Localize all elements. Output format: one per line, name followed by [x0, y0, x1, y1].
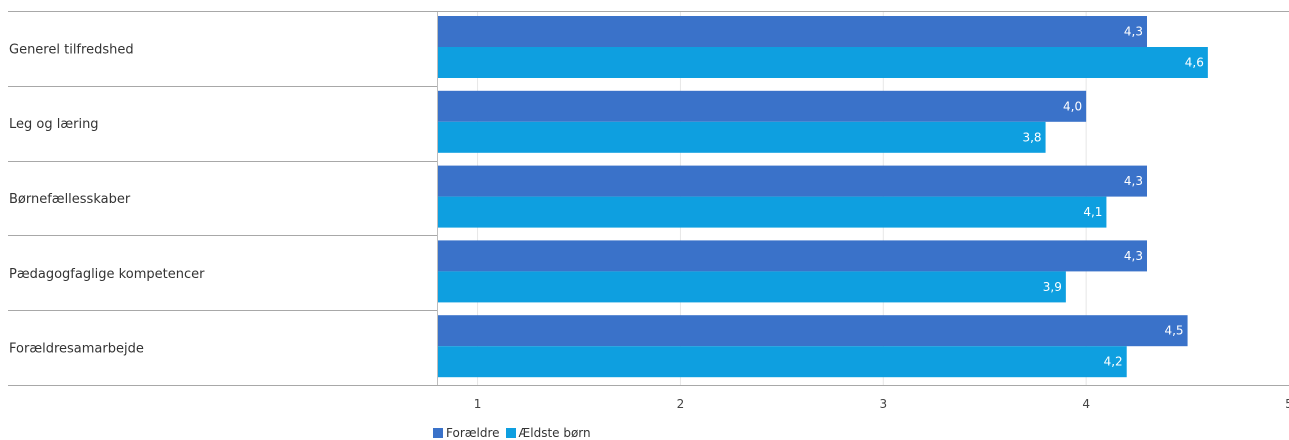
- bar-foraeldre[interactable]: [438, 315, 1188, 347]
- x-tick-label: 4: [1082, 397, 1090, 411]
- legend-item-aeldste-boern[interactable]: Ældste børn: [505, 426, 591, 440]
- data-label: 3,8: [1022, 130, 1041, 144]
- data-labels: 4,3 4,6 4,0 3,8 4,3 4,1 4,3 3,9 4,5 4,2: [1022, 25, 1203, 369]
- category-label: Generel tilfredshed: [9, 42, 134, 57]
- data-label: 4,3: [1124, 249, 1143, 263]
- bar-foraeldre[interactable]: [438, 165, 1147, 197]
- bar-aeldste-boern[interactable]: [438, 121, 1046, 153]
- data-label: 4,3: [1124, 174, 1143, 188]
- data-label: 4,5: [1164, 324, 1183, 338]
- bar-aeldste-boern[interactable]: [438, 346, 1127, 378]
- category-labels: Generel tilfredshed Leg og læring Børnefæl…: [9, 42, 205, 356]
- bar-aeldste-boern[interactable]: [438, 271, 1066, 303]
- data-label: 4,1: [1083, 205, 1102, 219]
- category-label: Børnefællesskaber: [9, 192, 131, 207]
- bars: [438, 16, 1208, 378]
- data-label: 4,6: [1185, 56, 1204, 70]
- data-label: 4,2: [1104, 355, 1123, 369]
- bar-foraeldre[interactable]: [438, 90, 1087, 122]
- x-tick-label: 2: [677, 397, 685, 411]
- bar-aeldste-boern[interactable]: [438, 47, 1208, 78]
- bar-foraeldre[interactable]: [438, 240, 1147, 272]
- legend-swatch-aeldste-boern: [505, 428, 516, 438]
- legend-label-aeldste-boern: Ældste børn: [518, 426, 591, 440]
- x-tick-label: 3: [879, 397, 887, 411]
- bar-aeldste-boern[interactable]: [438, 196, 1107, 228]
- x-axis-ticks: 1 2 3 4 5: [474, 397, 1289, 411]
- x-tick-label: 1: [474, 397, 482, 411]
- data-label: 3,9: [1043, 280, 1062, 294]
- category-label: Pædagogfaglige kompetencer: [9, 267, 205, 282]
- legend-item-foraeldre[interactable]: Forældre: [433, 426, 500, 440]
- category-label: Leg og læring: [9, 117, 99, 132]
- legend-swatch-foraeldre: [433, 428, 443, 438]
- data-label: 4,0: [1063, 99, 1082, 113]
- x-tick-label: 5: [1285, 397, 1289, 411]
- category-label: Forældresamarbejde: [9, 342, 144, 357]
- data-label: 4,3: [1124, 25, 1143, 39]
- legend-label-foraeldre: Forældre: [446, 426, 500, 440]
- bar-foraeldre[interactable]: [438, 16, 1147, 47]
- legend: Forældre Ældste børn: [433, 426, 591, 440]
- row-separators: [8, 11, 1289, 386]
